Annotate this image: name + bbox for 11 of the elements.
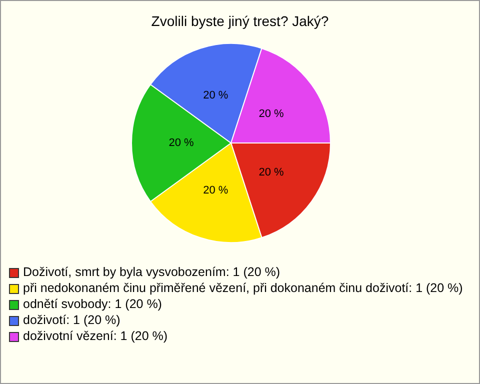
data-label: 20 % xyxy=(258,166,284,178)
data-label: 20 % xyxy=(203,184,228,196)
chart-title: Zvolili byste jiný trest? Jaký? xyxy=(150,13,330,29)
legend-label: Doživotí, smrt by byla vysvobozením: 1 (20 %) xyxy=(23,265,280,279)
data-label: 20 % xyxy=(203,90,228,102)
data-label: 20 % xyxy=(258,108,284,120)
legend-label: doživotní vězení: 1 (20 %) xyxy=(23,329,168,343)
legend-label: doživotí: 1 (20 %) xyxy=(23,313,120,327)
data-label: 20 % xyxy=(168,137,194,150)
legend-label: při nedokonaném činu přiměřené vězení, při dokonaném činu doživotí: 1 (20 %) xyxy=(23,281,463,295)
legend-label: odnětí svobody: 1 (20 %) xyxy=(23,297,162,311)
